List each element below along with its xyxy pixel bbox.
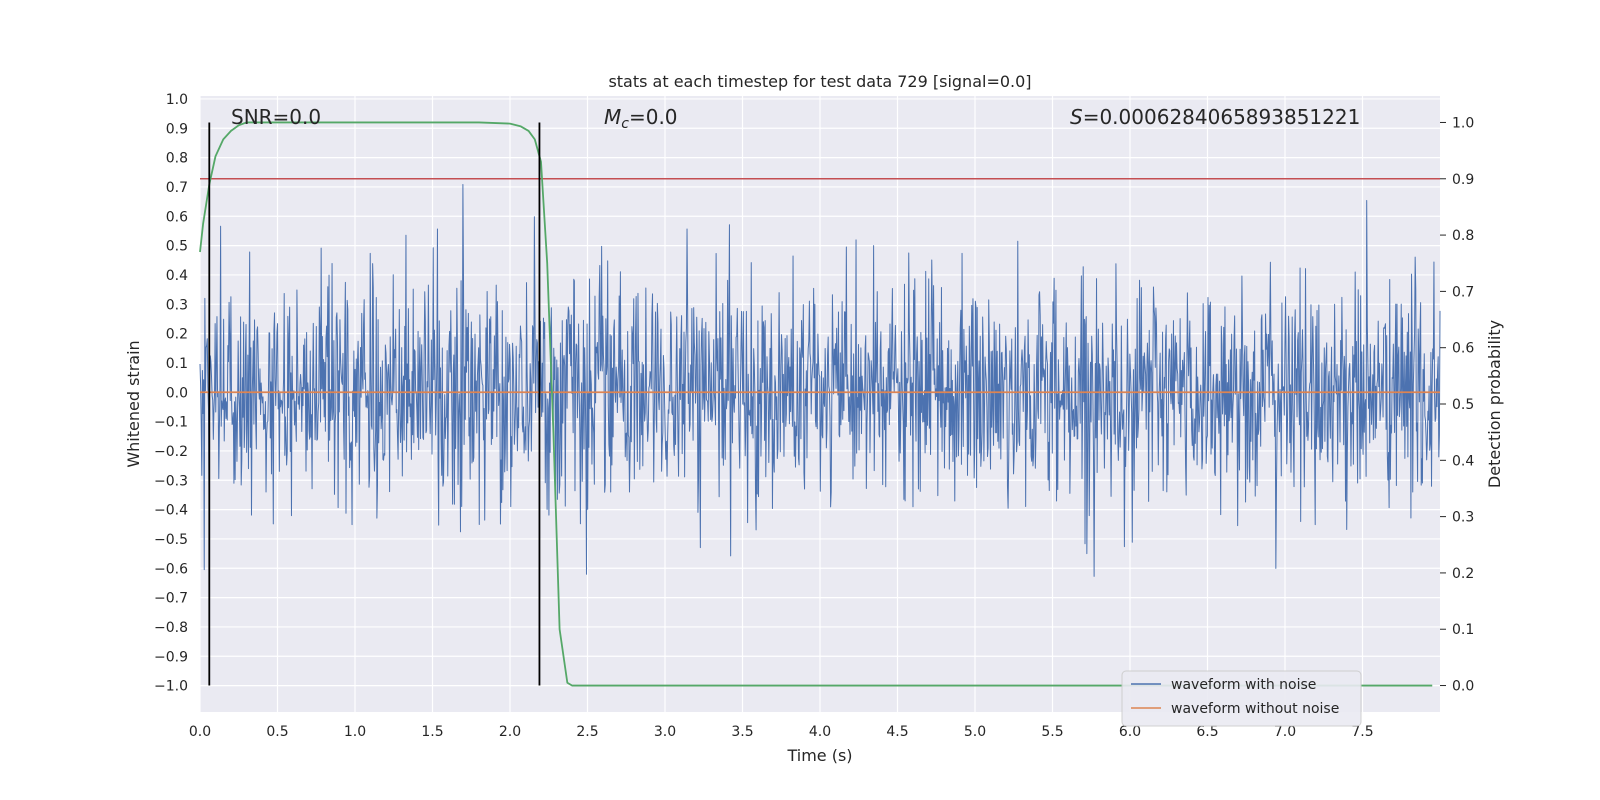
y-left-tick-label: −0.1 xyxy=(154,415,188,431)
x-tick-label: 5.0 xyxy=(964,724,986,740)
y-left-tick-label: −0.2 xyxy=(154,444,188,460)
legend-box xyxy=(1121,670,1362,727)
x-tick-label: 3.5 xyxy=(731,724,753,740)
y-left-tick-label: 1.0 xyxy=(166,92,188,108)
y-right-tick-label: 0.3 xyxy=(1452,510,1474,526)
x-tick-label: 7.0 xyxy=(1274,724,1296,740)
s-value: =0.0006284065893851221 xyxy=(1083,105,1361,129)
y-left-tick-label: 0.4 xyxy=(166,268,188,284)
y-left-tick-label: 0.5 xyxy=(166,239,188,255)
x-tick-label: 6.5 xyxy=(1196,724,1218,740)
series-waveform-with-noise xyxy=(199,184,1441,577)
snr-annotation: SNR=0.0 xyxy=(231,105,321,129)
x-tick-label: 0.0 xyxy=(189,724,211,740)
y-left-tick-label: −0.6 xyxy=(154,561,188,577)
y-right-tick-label: 0.1 xyxy=(1452,622,1474,638)
x-tick-label: 0.5 xyxy=(266,724,288,740)
x-tick-label: 1.0 xyxy=(344,724,366,740)
y-axis-right-label: Detection probability xyxy=(1485,320,1504,488)
y-left-tick-label: 0.0 xyxy=(166,385,188,401)
y-left-tick-label: −0.8 xyxy=(154,620,188,636)
x-tick-label: 7.5 xyxy=(1351,724,1373,740)
x-tick-label: 5.5 xyxy=(1041,724,1063,740)
x-tick-label: 2.5 xyxy=(576,724,598,740)
y-right-tick-label: 0.5 xyxy=(1452,397,1474,413)
chirp-mass-annotation: Mc=0.0 xyxy=(604,105,678,132)
y-right-tick-label: 0.7 xyxy=(1452,284,1474,300)
x-tick-label: 6.0 xyxy=(1119,724,1141,740)
legend-label-waveform-with-noise: waveform with noise xyxy=(1171,677,1316,693)
tick-labels: 0.0 0.5 1.0 1.5 2.0 2.5 3.0 3.5 4.0 4.5 5.0 5.5 6.0 6… xyxy=(154,92,1474,740)
chirp-mass-value: =0.0 xyxy=(629,105,678,129)
y-axis-left-label: Whitened strain xyxy=(124,340,143,467)
series-detection-probability xyxy=(199,121,1433,687)
y-left-tick-label: −0.9 xyxy=(154,649,188,665)
y-left-tick-label: −0.5 xyxy=(154,532,188,548)
chart-title: stats at each timestep for test data 729… xyxy=(608,72,1031,91)
chirp-mass-symbol: M xyxy=(604,105,621,129)
s-symbol: S xyxy=(1070,105,1083,129)
chirp-mass-subscript: c xyxy=(621,116,629,132)
y-right-tick-label: 0.0 xyxy=(1452,679,1474,695)
x-tick-label: 3.0 xyxy=(654,724,676,740)
y-left-tick-label: −0.3 xyxy=(154,473,188,489)
overlay-lines xyxy=(199,121,1440,687)
y-right-tick-label: 1.0 xyxy=(1452,115,1474,131)
y-left-tick-label: 0.8 xyxy=(166,151,188,167)
x-axis-label: Time (s) xyxy=(786,746,852,765)
y-left-tick-label: −0.4 xyxy=(154,503,188,519)
x-tick-label: 4.5 xyxy=(886,724,908,740)
y-left-tick-label: 0.1 xyxy=(166,356,188,372)
waveform-with-noise-series xyxy=(199,184,1441,577)
y-right-tick-label: 0.2 xyxy=(1452,566,1474,582)
y-right-tick-label: 0.8 xyxy=(1452,228,1474,244)
s-annotation: S=0.0006284065893851221 xyxy=(1070,105,1360,129)
x-tick-label: 4.0 xyxy=(809,724,831,740)
x-tick-label: 1.5 xyxy=(421,724,443,740)
y-left-tick-label: 0.2 xyxy=(166,327,188,343)
y-right-tick-label: 0.6 xyxy=(1452,341,1474,357)
y-left-tick-label: −0.7 xyxy=(154,591,188,607)
y-left-tick-label: −1.0 xyxy=(154,679,188,695)
y-left-tick-label: 0.6 xyxy=(166,209,188,225)
y-right-tick-label: 0.9 xyxy=(1452,172,1474,188)
y-left-tick-label: 0.3 xyxy=(166,297,188,313)
y-right-tick-label: 0.4 xyxy=(1452,453,1474,469)
legend-label-waveform-without-noise: waveform without noise xyxy=(1171,701,1339,717)
legend: waveform with noise waveform without noi… xyxy=(1121,670,1362,727)
x-tick-label: 2.0 xyxy=(499,724,521,740)
y-left-tick-label: 0.7 xyxy=(166,180,188,196)
y-left-tick-label: 0.9 xyxy=(166,121,188,137)
